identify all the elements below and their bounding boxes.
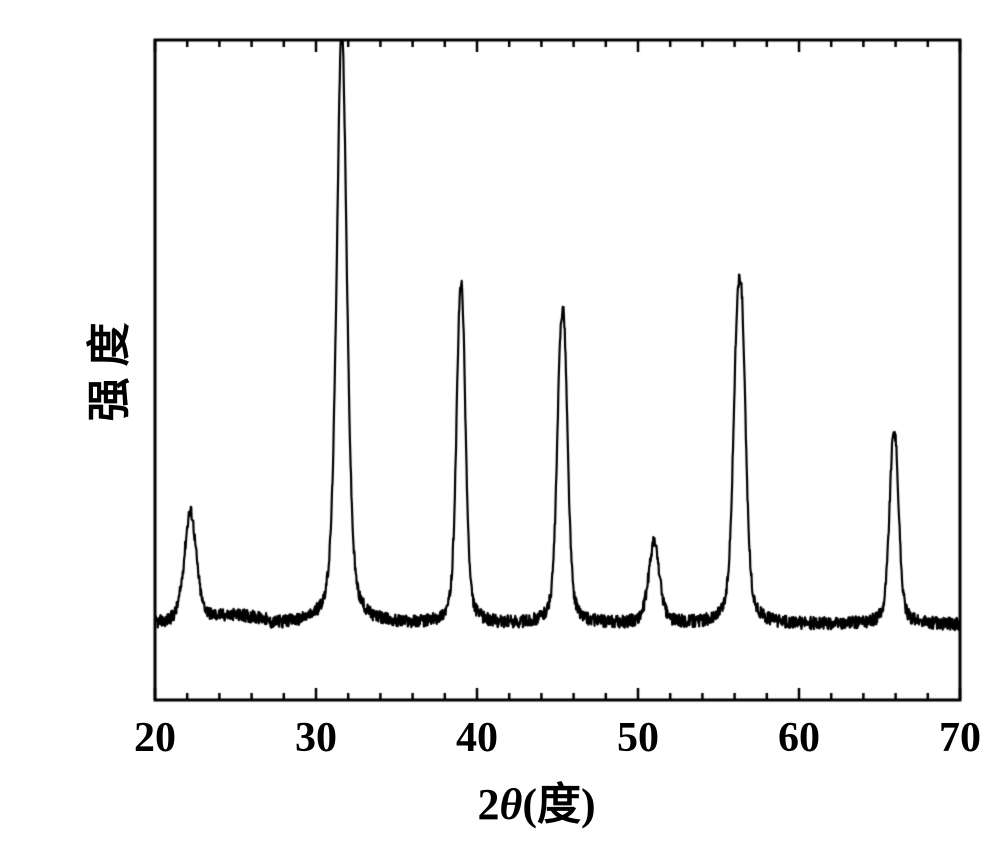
x-tick-label: 40	[456, 714, 498, 762]
y-axis-label: 强 度	[73, 312, 137, 432]
x-tick-label: 50	[617, 714, 659, 762]
xlabel-theta: θ	[500, 780, 523, 829]
x-tick-label: 30	[295, 714, 337, 762]
x-tick-label: 70	[939, 714, 981, 762]
x-axis-label: 2θ(度)	[478, 768, 596, 832]
xlabel-prefix: 2	[478, 780, 500, 829]
x-tick-label: 20	[134, 714, 176, 762]
xrd-chart-container: 强 度 2θ(度) 20 30 40 50 60 70	[0, 0, 1000, 844]
xlabel-suffix: (度)	[522, 780, 595, 829]
x-tick-label: 60	[778, 714, 820, 762]
